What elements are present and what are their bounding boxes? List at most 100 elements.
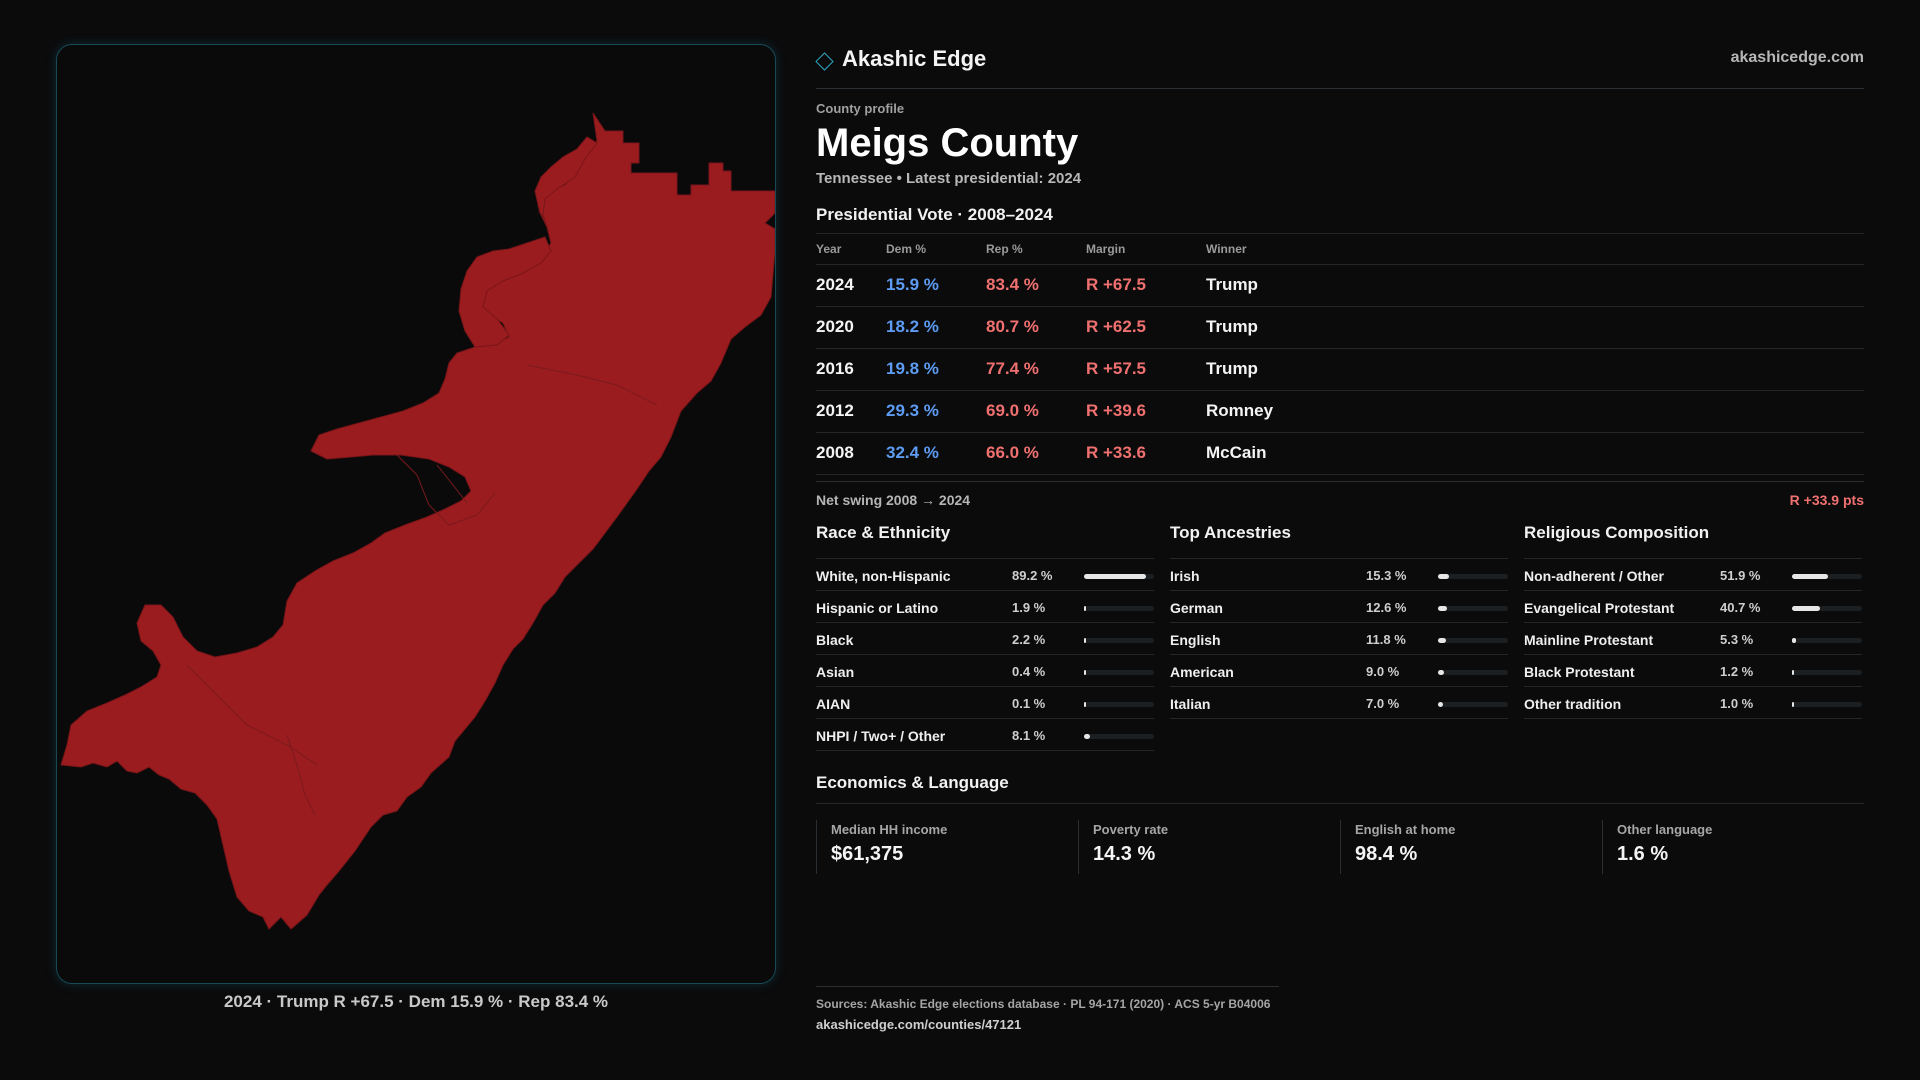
stat-row: Black Protestant 1.2 % <box>1524 655 1862 687</box>
stat-row-value: 0.4 % <box>1012 663 1046 679</box>
votes-heading: Presidential Vote · 2008–2024 <box>816 205 1864 234</box>
brand-name: Akashic Edge <box>842 46 987 71</box>
stat-bar-track <box>1084 733 1154 739</box>
race-ethnicity-title: Race & Ethnicity <box>816 521 1154 559</box>
stat-row-value: 12.6 % <box>1366 599 1407 615</box>
table-row: 2012 29.3 % 69.0 % R +39.6 Romney <box>816 390 1864 433</box>
stat-row-value: 9.0 % <box>1366 663 1400 679</box>
stat-bar-fill <box>1438 701 1443 707</box>
col-year: Year <box>816 234 886 265</box>
stat-bar-fill <box>1438 573 1449 579</box>
stat-bar-track <box>1438 637 1508 643</box>
demographics-columns: Race & Ethnicity White, non-Hispanic 89.2… <box>816 521 1864 751</box>
stat-row: Hispanic or Latino 1.9 % <box>816 591 1154 623</box>
page-subtitle: Tennessee • Latest presidential: 2024 <box>816 170 1082 187</box>
margin-cell: R +57.5 <box>1086 348 1206 391</box>
brand[interactable]: Akashic Edge <box>815 46 987 72</box>
ancestries-title: Top Ancestries <box>1170 521 1508 559</box>
stat-row: White, non-Hispanic 89.2 % <box>816 559 1154 591</box>
map-caption: 2024 · Trump R +67.5 · Dem 15.9 % · Rep … <box>223 992 609 1011</box>
stat-row-label: Other tradition <box>1524 695 1622 712</box>
stat-row-value: 8.1 % <box>1012 727 1046 743</box>
table-row: 2024 15.9 % 83.4 % R +67.5 Trump <box>816 264 1864 307</box>
stat-row-value: 1.0 % <box>1720 695 1754 711</box>
stat-row-value: 1.2 % <box>1720 663 1754 679</box>
year-cell: 2024 <box>816 264 886 307</box>
rep-cell: 80.7 % <box>986 306 1086 349</box>
stat-row-value: 2.2 % <box>1012 631 1046 647</box>
stat-row-value: 7.0 % <box>1366 695 1400 711</box>
page-title: Meigs County <box>816 121 1079 165</box>
stat-bar-fill <box>1792 605 1821 611</box>
winner-cell: Trump <box>1206 306 1864 349</box>
stat-row-value: 51.9 % <box>1720 567 1761 583</box>
stat-row: Non-adherent / Other 51.9 % <box>1524 559 1862 591</box>
stat-median-income: Median HH income $61,375 <box>816 819 1078 874</box>
stat-row: NHPI / Two+ / Other 8.1 % <box>816 719 1154 751</box>
stat-row-label: Italian <box>1170 695 1211 712</box>
stat-row-value: 15.3 % <box>1366 567 1407 583</box>
table-row: 2016 19.8 % 77.4 % R +57.5 Trump <box>816 348 1864 391</box>
race-list: White, non-Hispanic 89.2 % Hispanic or Lat… <box>816 559 1154 751</box>
stat-row: Other tradition 1.0 % <box>1524 687 1862 719</box>
year-cell: 2020 <box>816 306 886 349</box>
stat-bar-fill <box>1084 605 1086 611</box>
stat-row: Italian 7.0 % <box>1170 687 1508 719</box>
stat-row-value: 1.9 % <box>1012 599 1046 615</box>
rep-cell: 66.0 % <box>986 432 1086 475</box>
stat-row-value: 89.2 % <box>1012 567 1053 583</box>
dem-cell: 18.2 % <box>886 306 986 349</box>
economics-stats: Median HH income $61,375 Poverty rate 14… <box>816 819 1864 874</box>
stat-row-label: Evangelical Protestant <box>1524 599 1675 616</box>
stat-bar-fill <box>1084 637 1086 643</box>
net-swing-value: R +33.9 pts <box>1789 491 1864 508</box>
stat-value: 1.6 % <box>1617 842 1669 865</box>
county-map <box>60 112 775 930</box>
site-domain-link[interactable]: akashicedge.com <box>1730 49 1864 66</box>
county-shape-north-lobe <box>534 136 598 228</box>
stat-row: German 12.6 % <box>1170 591 1508 623</box>
stat-row: American 9.0 % <box>1170 655 1508 687</box>
stat-row-value: 5.3 % <box>1720 631 1754 647</box>
year-cell: 2016 <box>816 348 886 391</box>
stat-value: 98.4 % <box>1355 842 1418 865</box>
winner-cell: Trump <box>1206 264 1864 307</box>
rep-cell: 69.0 % <box>986 390 1086 433</box>
stat-bar-track <box>1084 637 1154 643</box>
net-swing: Net swing 2008 → 2024 R +33.9 pts <box>816 480 1864 521</box>
stat-bar-fill <box>1438 637 1447 643</box>
dem-cell: 29.3 % <box>886 390 986 433</box>
religion-section: Religious Composition Non-adherent / Oth… <box>1524 521 1862 751</box>
stat-value: $61,375 <box>831 842 904 865</box>
stat-bar-track <box>1438 669 1508 675</box>
stat-bar-track <box>1438 701 1508 707</box>
stat-row: English 11.8 % <box>1170 623 1508 655</box>
votes-table: Year Dem % Rep % Margin Winner 2024 15.9… <box>816 234 1864 475</box>
stat-row: Evangelical Protestant 40.7 % <box>1524 591 1862 623</box>
stat-row: Black 2.2 % <box>816 623 1154 655</box>
stat-bar-track <box>1792 669 1862 675</box>
stat-poverty-rate: Poverty rate 14.3 % <box>1078 819 1340 874</box>
stat-label: Poverty rate <box>1093 821 1169 837</box>
stat-other-language: Other language 1.6 % <box>1602 819 1864 874</box>
stat-row-label: Non-adherent / Other <box>1524 567 1665 584</box>
stat-bar-track <box>1792 573 1862 579</box>
year-cell: 2012 <box>816 390 886 433</box>
stat-row-value: 11.8 % <box>1366 631 1406 647</box>
county-url-link[interactable]: akashicedge.com/counties/47121 <box>816 1017 1022 1032</box>
dem-cell: 32.4 % <box>886 432 986 475</box>
rep-cell: 77.4 % <box>986 348 1086 391</box>
stat-bar-fill <box>1792 701 1794 707</box>
stat-row-label: Irish <box>1170 567 1200 584</box>
stat-label: English at home <box>1355 821 1456 837</box>
stat-row-label: German <box>1170 599 1223 616</box>
religion-title: Religious Composition <box>1524 521 1862 559</box>
county-profile-panel: Akashic Edge akashicedge.com County prof… <box>815 44 1864 1044</box>
margin-cell: R +62.5 <box>1086 306 1206 349</box>
stat-bar-fill <box>1084 701 1086 707</box>
table-row: 2008 32.4 % 66.0 % R +33.6 McCain <box>816 432 1864 475</box>
stat-value: 14.3 % <box>1093 842 1156 865</box>
winner-cell: Trump <box>1206 348 1864 391</box>
economics-title: Economics & Language <box>816 773 1864 804</box>
header: Akashic Edge akashicedge.com <box>815 44 1864 89</box>
